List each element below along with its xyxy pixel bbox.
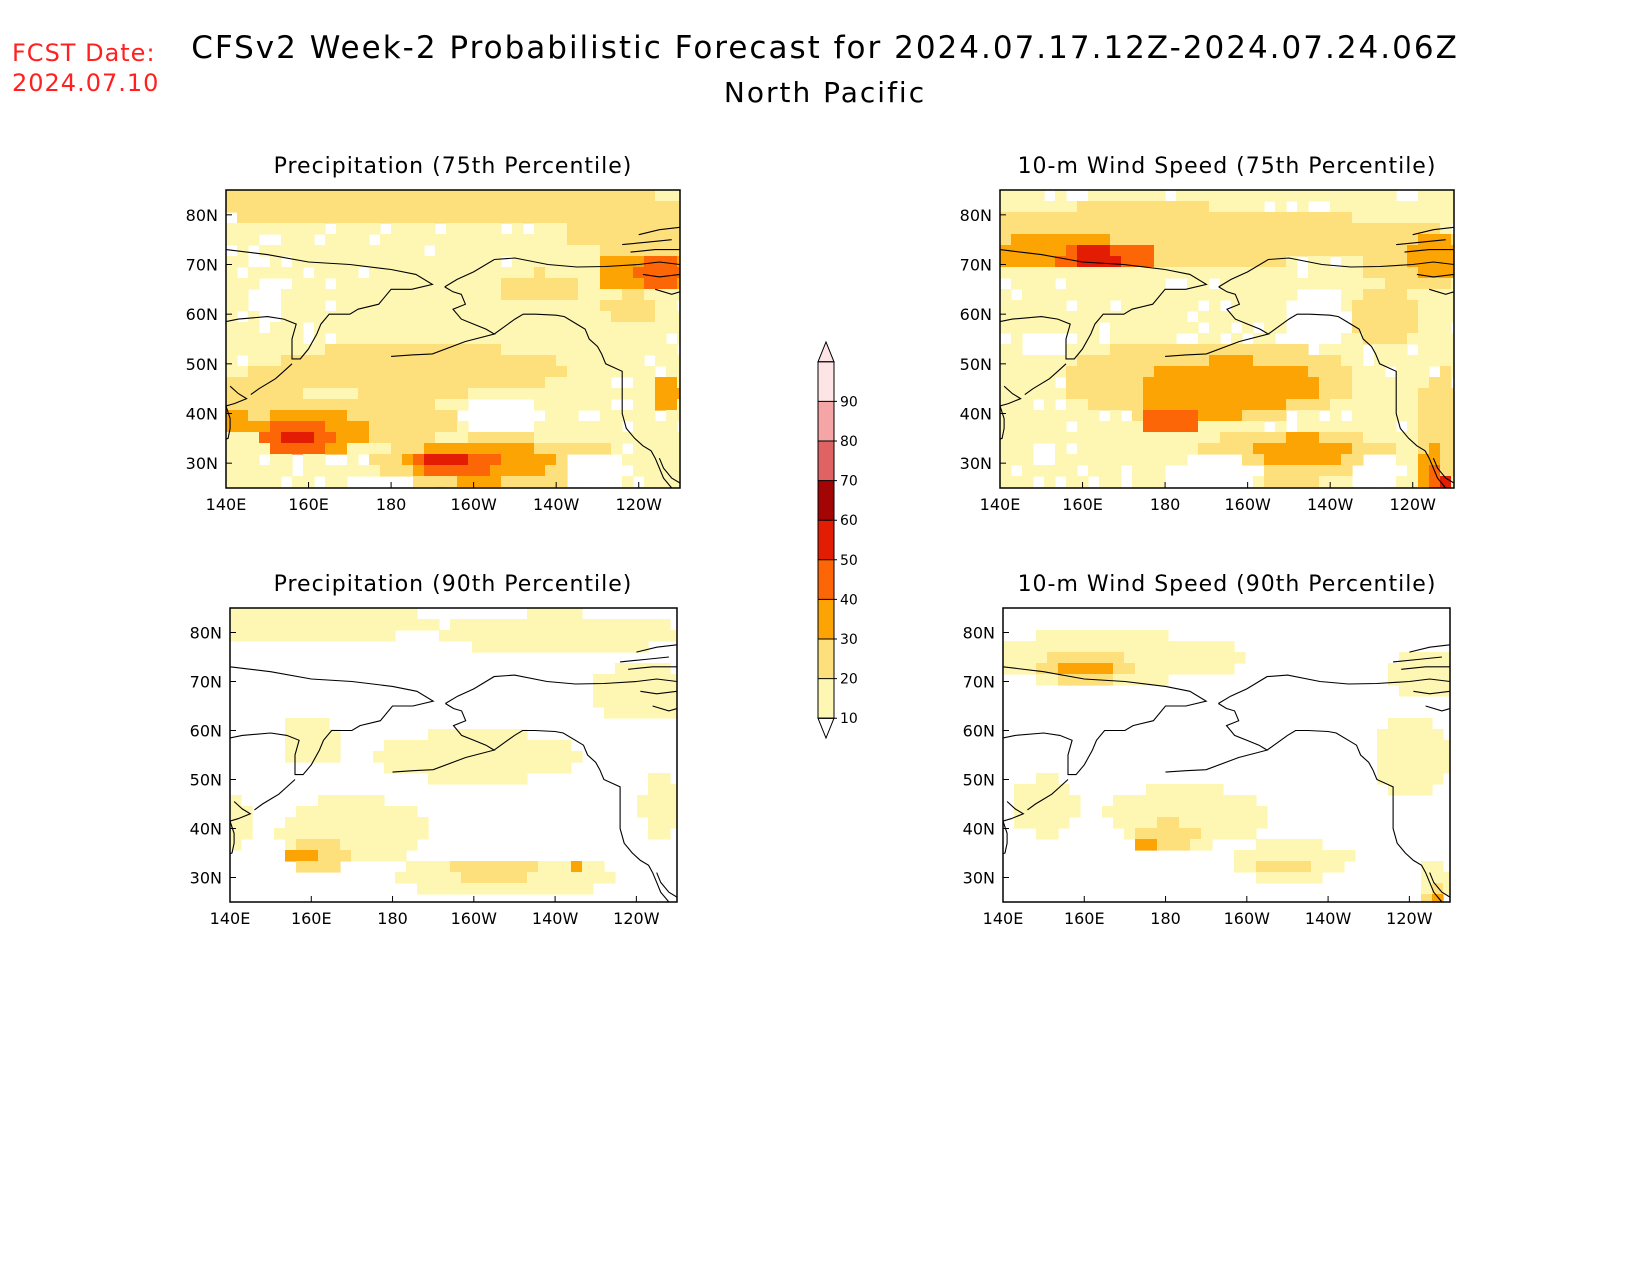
lat-tick-label: 60N <box>963 722 995 741</box>
colorbar-label: 70 <box>840 474 858 490</box>
lat-tick-label: 60N <box>960 305 992 324</box>
colorbar-swatch <box>818 559 834 600</box>
lat-tick-label: 30N <box>190 869 222 888</box>
lon-tick-label: 140E <box>210 909 251 928</box>
lat-tick-label: 40N <box>963 820 995 839</box>
colorbar-swatch <box>818 361 834 402</box>
lon-tick-label: 140W <box>533 495 580 514</box>
lon-tick-label: 180 <box>1150 909 1181 928</box>
lon-tick-label: 160E <box>1064 909 1105 928</box>
colorbar-swatch <box>818 520 834 560</box>
lon-tick-label: 160W <box>451 909 498 928</box>
lon-tick-label: 160E <box>1062 495 1103 514</box>
probability-field <box>230 608 677 902</box>
map-frame <box>999 189 1455 489</box>
lat-tick-label: 30N <box>186 454 218 473</box>
colorbar-bottom-tip <box>817 717 835 740</box>
page-subtitle: North Pacific <box>723 76 927 109</box>
forecast-date-label: FCST Date: <box>12 39 156 67</box>
panel-title: 10-m Wind Speed (75th Percentile) <box>1018 154 1437 179</box>
panel-title: Precipitation (75th Percentile) <box>274 154 633 179</box>
lon-tick-label: 120W <box>616 495 663 514</box>
coastline <box>230 644 677 902</box>
probability-field <box>226 190 680 488</box>
lon-tick-label: 180 <box>1150 495 1181 514</box>
lat-tick-label: 80N <box>960 206 992 225</box>
map-panel-precip75: Precipitation (75th Percentile) 140E 160E 1… <box>186 154 681 514</box>
colorbar-label: 40 <box>840 592 858 608</box>
coastline <box>1003 644 1450 902</box>
lat-tick-label: 40N <box>190 820 222 839</box>
lon-tick-label: 160E <box>288 495 329 514</box>
lon-tick-label: 180 <box>377 909 408 928</box>
lat-tick-label: 60N <box>186 305 218 324</box>
panel-title: 10-m Wind Speed (90th Percentile) <box>1018 572 1437 597</box>
lat-tick-label: 70N <box>963 673 995 692</box>
colorbar-label: 50 <box>840 553 858 569</box>
lon-tick-label: 140E <box>206 495 247 514</box>
lat-tick-label: 30N <box>963 869 995 888</box>
colorbar-swatch <box>818 639 834 679</box>
forecast-date: FCST Date: 2024.07.10 <box>12 38 159 98</box>
lat-tick-label: 80N <box>190 624 222 643</box>
panel-title: Precipitation (90th Percentile) <box>274 572 633 597</box>
colorbar-label: 90 <box>840 394 858 410</box>
lon-tick-label: 160W <box>1224 909 1271 928</box>
lat-tick-label: 80N <box>186 206 218 225</box>
lon-tick-label: 140E <box>983 909 1024 928</box>
lon-tick-label: 160W <box>1224 495 1271 514</box>
colorbar-label: 20 <box>840 672 858 688</box>
map-frame <box>1002 607 1451 903</box>
colorbar-label: 10 <box>840 711 858 727</box>
map-panel-precip90: Precipitation (90th Percentile) 140E 160E 1… <box>190 572 678 928</box>
lon-tick-label: 180 <box>376 495 407 514</box>
colorbar: 10 20 30 40 50 60 70 80 90 <box>817 340 858 740</box>
lon-tick-label: 120W <box>1390 495 1437 514</box>
lat-tick-label: 50N <box>190 771 222 790</box>
lon-tick-label: 120W <box>613 909 660 928</box>
colorbar-swatch <box>818 678 834 719</box>
page-title: CFSv2 Week-2 Probabilistic Forecast for … <box>191 30 1459 66</box>
lat-tick-label: 40N <box>186 405 218 424</box>
lat-tick-label: 50N <box>960 355 992 374</box>
lat-tick-label: 70N <box>190 673 222 692</box>
colorbar-label: 80 <box>840 434 858 450</box>
lon-tick-label: 120W <box>1386 909 1433 928</box>
colorbar-label: 30 <box>840 632 858 648</box>
map-frame <box>229 607 678 903</box>
lat-tick-label: 60N <box>190 722 222 741</box>
lon-tick-label: 140W <box>1307 495 1354 514</box>
lon-tick-label: 160W <box>450 495 497 514</box>
lat-tick-label: 50N <box>186 355 218 374</box>
lat-tick-label: 50N <box>963 771 995 790</box>
map-panel-wind90: 10-m Wind Speed (90th Percentile) 140E 160… <box>963 572 1451 928</box>
lon-tick-label: 140E <box>980 495 1021 514</box>
forecast-date-value: 2024.07.10 <box>12 69 160 97</box>
coastline <box>226 226 680 488</box>
lat-tick-label: 70N <box>960 256 992 275</box>
coastline <box>1000 226 1454 488</box>
map-frame <box>225 189 681 489</box>
probability-field <box>1003 608 1450 902</box>
colorbar-swatch <box>818 480 834 521</box>
lat-tick-label: 80N <box>963 624 995 643</box>
colorbar-swatch <box>818 599 834 639</box>
lon-tick-label: 140W <box>1305 909 1352 928</box>
lon-tick-label: 140W <box>532 909 579 928</box>
colorbar-swatch <box>818 441 834 481</box>
colorbar-swatch <box>818 401 834 441</box>
colorbar-label: 60 <box>840 513 858 529</box>
colorbar-top-tip <box>817 340 835 363</box>
lat-tick-label: 30N <box>960 454 992 473</box>
probability-field <box>1000 190 1454 488</box>
lon-tick-label: 160E <box>291 909 332 928</box>
lat-tick-label: 70N <box>186 256 218 275</box>
lat-tick-label: 40N <box>960 405 992 424</box>
map-panel-wind75: 10-m Wind Speed (75th Percentile) 140E 160… <box>960 154 1455 514</box>
